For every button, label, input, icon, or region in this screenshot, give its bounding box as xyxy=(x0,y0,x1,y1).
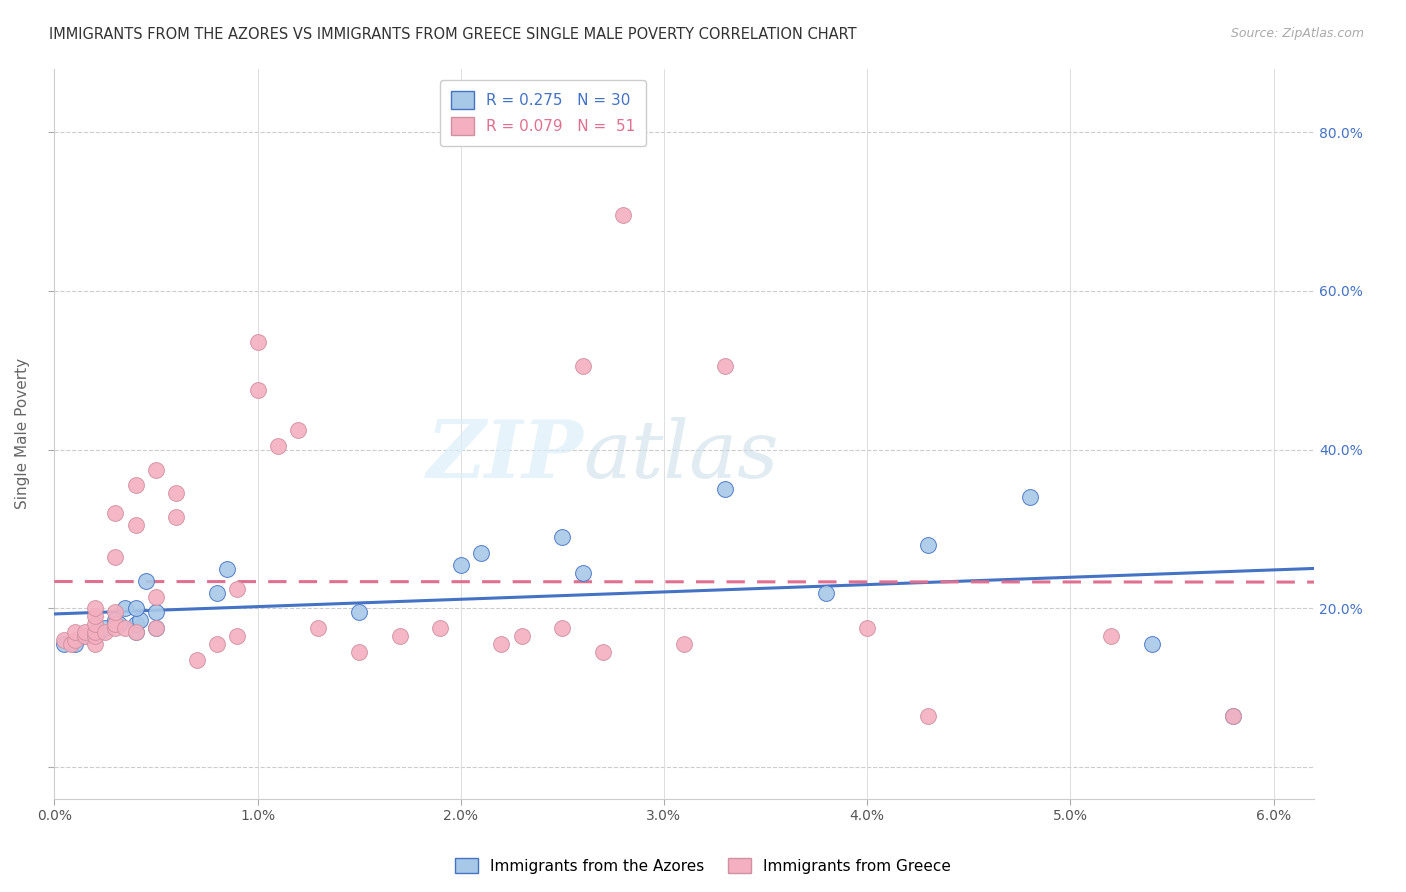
Point xyxy=(308,621,330,635)
Point xyxy=(135,574,157,588)
Point xyxy=(673,637,696,651)
Point xyxy=(592,645,614,659)
Point xyxy=(124,601,146,615)
Point xyxy=(104,617,127,632)
Point xyxy=(84,601,107,615)
Point xyxy=(856,621,879,635)
Point xyxy=(63,633,86,648)
Point xyxy=(104,549,127,564)
Point xyxy=(104,614,127,628)
Point xyxy=(84,625,107,640)
Text: atlas: atlas xyxy=(583,417,779,494)
Point xyxy=(917,538,939,552)
Point xyxy=(59,637,82,651)
Point xyxy=(53,633,76,648)
Point xyxy=(84,629,107,643)
Point xyxy=(165,510,187,524)
Point xyxy=(128,614,150,628)
Legend: R = 0.275   N = 30, R = 0.079   N =  51: R = 0.275 N = 30, R = 0.079 N = 51 xyxy=(440,79,645,146)
Point xyxy=(104,621,127,635)
Point xyxy=(287,423,309,437)
Point xyxy=(108,617,131,632)
Point xyxy=(246,383,269,397)
Point xyxy=(73,629,96,643)
Legend: Immigrants from the Azores, Immigrants from Greece: Immigrants from the Azores, Immigrants f… xyxy=(450,852,956,880)
Point xyxy=(714,359,737,374)
Point xyxy=(429,621,451,635)
Point xyxy=(84,625,107,640)
Point xyxy=(124,625,146,640)
Point xyxy=(215,562,238,576)
Point xyxy=(1222,708,1244,723)
Point xyxy=(571,566,593,580)
Point xyxy=(491,637,513,651)
Point xyxy=(1222,708,1244,723)
Point xyxy=(87,625,110,640)
Point xyxy=(165,486,187,500)
Point xyxy=(388,629,411,643)
Point xyxy=(63,637,86,651)
Point xyxy=(73,625,96,640)
Point xyxy=(73,629,96,643)
Point xyxy=(551,530,574,544)
Point xyxy=(145,590,167,604)
Point xyxy=(450,558,472,572)
Point xyxy=(714,483,737,497)
Point xyxy=(124,518,146,533)
Point xyxy=(84,637,107,651)
Point xyxy=(145,621,167,635)
Point xyxy=(347,606,370,620)
Point xyxy=(205,585,228,599)
Text: ZIP: ZIP xyxy=(426,417,583,494)
Point xyxy=(104,606,127,620)
Point xyxy=(94,621,117,635)
Point xyxy=(104,506,127,520)
Point xyxy=(510,629,533,643)
Point xyxy=(347,645,370,659)
Point xyxy=(186,653,208,667)
Point xyxy=(114,601,136,615)
Text: Source: ZipAtlas.com: Source: ZipAtlas.com xyxy=(1230,27,1364,40)
Point xyxy=(917,708,939,723)
Point xyxy=(1099,629,1122,643)
Point xyxy=(226,582,249,596)
Point xyxy=(470,546,492,560)
Point xyxy=(571,359,593,374)
Point xyxy=(84,617,107,632)
Point xyxy=(815,585,838,599)
Point xyxy=(612,209,634,223)
Point xyxy=(246,335,269,350)
Point xyxy=(145,606,167,620)
Point xyxy=(63,625,86,640)
Point xyxy=(1018,491,1040,505)
Point xyxy=(145,621,167,635)
Point xyxy=(104,617,127,632)
Point xyxy=(205,637,228,651)
Y-axis label: Single Male Poverty: Single Male Poverty xyxy=(15,359,30,509)
Point xyxy=(124,625,146,640)
Point xyxy=(124,478,146,492)
Point xyxy=(551,621,574,635)
Point xyxy=(84,609,107,624)
Point xyxy=(124,617,146,632)
Point xyxy=(1140,637,1163,651)
Point xyxy=(53,637,76,651)
Point xyxy=(114,621,136,635)
Point xyxy=(226,629,249,643)
Text: IMMIGRANTS FROM THE AZORES VS IMMIGRANTS FROM GREECE SINGLE MALE POVERTY CORRELA: IMMIGRANTS FROM THE AZORES VS IMMIGRANTS… xyxy=(49,27,856,42)
Point xyxy=(267,439,290,453)
Point xyxy=(94,625,117,640)
Point xyxy=(145,462,167,476)
